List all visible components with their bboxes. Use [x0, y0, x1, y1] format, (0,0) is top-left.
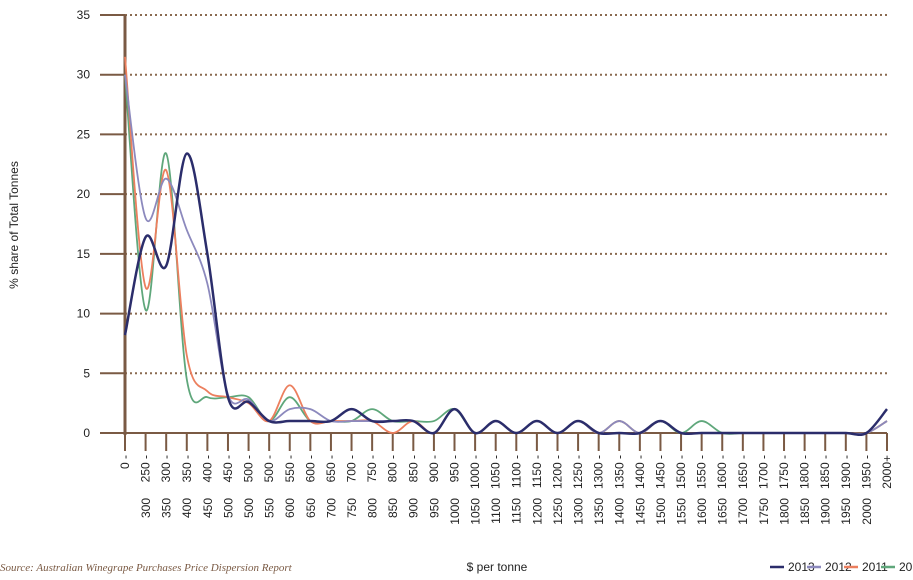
x-tick-label-line2: 1250: [551, 498, 565, 525]
x-tick-label: 1800 -: [798, 455, 812, 489]
x-tick-label-line2: 1800: [777, 498, 791, 525]
x-tick-label: 1950 -: [859, 455, 873, 489]
x-tick-label-line2: 700: [324, 498, 338, 518]
x-tick-label-line2: 300: [139, 498, 153, 518]
x-tick-label: 600 -: [303, 455, 317, 482]
x-tick-label-line2: 1550: [674, 498, 688, 525]
x-tick-label: 900 -: [427, 455, 441, 482]
x-axis-title: $ per tonne: [467, 560, 528, 574]
x-tick-label-line2: 1050: [469, 498, 483, 525]
x-tick-label: 1300 -: [592, 455, 606, 489]
x-tick-label-line2: 1350: [592, 498, 606, 525]
x-tick-label-line2: 800: [366, 498, 380, 518]
x-tick-label-line2: 950: [427, 498, 441, 518]
y-tick-label: 35: [77, 8, 91, 22]
x-tick-label: 2000+: [880, 455, 894, 489]
x-tick-label-line2: 1600: [695, 498, 709, 525]
series-line: [123, 152, 888, 436]
x-tick-label-line2: 550: [263, 498, 277, 518]
y-tick-label: 20: [77, 187, 91, 201]
x-tick-label-line2: 2000: [860, 498, 874, 525]
x-tick-label-line2: 900: [407, 498, 421, 518]
x-tick-label-line2: 1400: [613, 498, 627, 525]
x-tick-label-line2: 400: [180, 498, 194, 518]
x-tick-label: 250 -: [139, 455, 153, 482]
y-tick-label: 10: [77, 307, 91, 321]
y-tick-label: 15: [77, 247, 91, 261]
x-tick-label-line2: 1000: [448, 498, 462, 525]
x-tick-label: 1700 -: [756, 455, 770, 489]
x-tick-label-line2: 1750: [757, 498, 771, 525]
x-tick-label: 1350 -: [612, 455, 626, 489]
x-tick-label-line2: 650: [304, 498, 318, 518]
x-tick-label-line2: 1200: [530, 498, 544, 525]
x-tick-label: 750 -: [365, 455, 379, 482]
x-tick-label-line2: 1100: [489, 498, 503, 524]
x-tick-label: 1500 -: [674, 455, 688, 489]
legend-label: 2013: [788, 560, 815, 574]
y-tick-label: 0: [83, 426, 90, 440]
x-tick-label: 1450 -: [653, 455, 667, 489]
x-tick-label: 1050 -: [489, 455, 503, 489]
x-tick-label-line2: 500: [242, 498, 256, 518]
x-tick-label-line2: 350: [160, 498, 174, 518]
x-tick-label: 350 -: [180, 455, 194, 482]
source-note: Source: Australian Winegrape Purchases P…: [0, 562, 293, 574]
x-tick-label: 300 -: [159, 455, 173, 482]
x-tick-label: 500 -: [262, 455, 276, 482]
x-tick-label-line2: 1500: [654, 498, 668, 525]
x-tick-label: 0 -: [118, 455, 132, 469]
x-tick-label: 850 -: [406, 455, 420, 482]
x-tick-label-line2: 1300: [571, 498, 585, 525]
y-axis-title: % share of Total Tonnes: [7, 161, 21, 289]
x-tick-label: 1850 -: [818, 455, 832, 489]
x-tick-label: 400 -: [200, 455, 214, 482]
x-tick-label: 950 -: [448, 455, 462, 482]
x-tick-label-line2: 1850: [798, 498, 812, 525]
x-tick-label: 650 -: [324, 455, 338, 482]
x-tick-label: 1150 -: [530, 455, 544, 488]
x-tick-label-line2: 750: [345, 498, 359, 518]
legend-label: 2011: [862, 560, 888, 574]
legend-label: 2010: [899, 560, 913, 574]
y-tick-label: 30: [77, 68, 91, 82]
x-tick-label: 1650 -: [736, 455, 750, 489]
x-tick-label-line2: 850: [386, 498, 400, 518]
x-tick-label-line2: 1150: [510, 498, 524, 524]
x-tick-label: 700 -: [345, 455, 359, 482]
x-tick-label-line2: 600: [283, 498, 297, 518]
x-tick-label-line2: 450: [201, 498, 215, 518]
x-tick-label: 1550 -: [695, 455, 709, 489]
x-tick-label: 550 -: [283, 455, 297, 482]
x-tick-label-line2: 1900: [819, 498, 833, 525]
y-tick-label: 5: [83, 366, 90, 380]
x-tick-label-line2: 1700: [736, 498, 750, 525]
x-tick-label: 500 -: [242, 455, 256, 482]
x-tick-label: 1200 -: [550, 455, 564, 489]
x-tick-label-line2: 500: [221, 498, 235, 518]
x-tick-label-line2: 1950: [839, 498, 853, 525]
y-tick-label: 25: [77, 127, 91, 141]
x-tick-label: 800 -: [386, 455, 400, 482]
x-tick-label-line2: 1650: [716, 498, 730, 525]
x-tick-label: 1750 -: [777, 455, 791, 489]
x-tick-label: 1400 -: [633, 455, 647, 489]
legend-label: 2012: [825, 560, 852, 574]
x-tick-label: 1250 -: [571, 455, 585, 489]
series-line: [124, 56, 888, 435]
x-tick-label: 1600 -: [715, 455, 729, 489]
x-tick-label: 1100 -: [509, 455, 523, 488]
x-tick-label: 1900 -: [839, 455, 853, 489]
x-tick-label: 1000 -: [468, 455, 482, 489]
x-tick-label: 450 -: [221, 455, 235, 482]
x-tick-label-line2: 1450: [633, 498, 647, 525]
